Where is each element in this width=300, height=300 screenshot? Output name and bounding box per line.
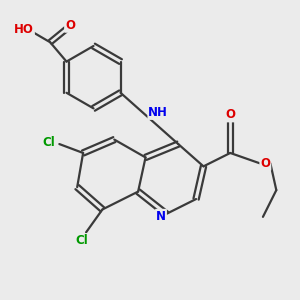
Text: Cl: Cl: [75, 234, 88, 247]
Text: N: N: [156, 210, 166, 223]
Text: O: O: [65, 19, 75, 32]
Text: HO: HO: [14, 23, 34, 36]
Text: NH: NH: [148, 106, 168, 119]
Text: Cl: Cl: [43, 136, 55, 149]
Text: O: O: [225, 108, 235, 122]
Text: O: O: [260, 157, 270, 170]
